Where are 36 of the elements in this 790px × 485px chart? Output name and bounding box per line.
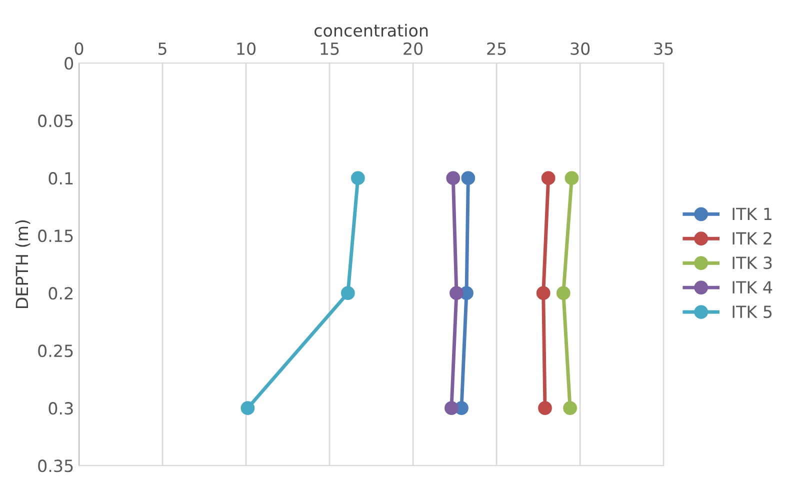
point: [450, 286, 464, 300]
point: [340, 286, 355, 300]
y-tick-label: 0.3: [48, 402, 73, 415]
point: [444, 401, 458, 416]
x-tick-label: 35: [654, 42, 673, 55]
legend-label: ITK 4: [732, 281, 772, 294]
x-tick-label: 5: [158, 42, 166, 55]
x-tick-label: 30: [570, 42, 590, 55]
y-tick-label: 0.05: [38, 114, 73, 128]
point: [240, 401, 255, 416]
x-tick-label: 10: [237, 42, 256, 55]
legend-label: ITK 1: [732, 208, 772, 220]
point: [538, 401, 552, 416]
point: [563, 401, 578, 416]
point: [564, 171, 579, 186]
point: [350, 171, 365, 186]
point: [556, 286, 570, 300]
x-tick-label: 0: [74, 42, 84, 55]
y-tick-label: 0.15: [38, 230, 73, 242]
y-tick-label: 0.2: [48, 287, 72, 300]
legend-label: ITK 3: [732, 256, 772, 270]
x-tick-label: 25: [487, 42, 506, 55]
point: [536, 286, 550, 300]
legend-label: ITK 5: [732, 306, 772, 318]
x-axis-title: concentration: [314, 24, 428, 37]
legend-label: ITK 2: [732, 232, 772, 244]
y-axis-title: DEPTH (m): [15, 220, 30, 308]
y-tick-label: 0.1: [48, 172, 73, 185]
y-tick-label: 0.25: [38, 344, 73, 358]
point: [541, 171, 556, 186]
point: [446, 171, 460, 186]
y-tick-label: 0.35: [38, 460, 73, 472]
x-tick-label: 15: [320, 42, 339, 55]
point: [461, 171, 476, 186]
y-tick-label: 0: [64, 57, 74, 70]
x-tick-label: 20: [404, 42, 423, 55]
